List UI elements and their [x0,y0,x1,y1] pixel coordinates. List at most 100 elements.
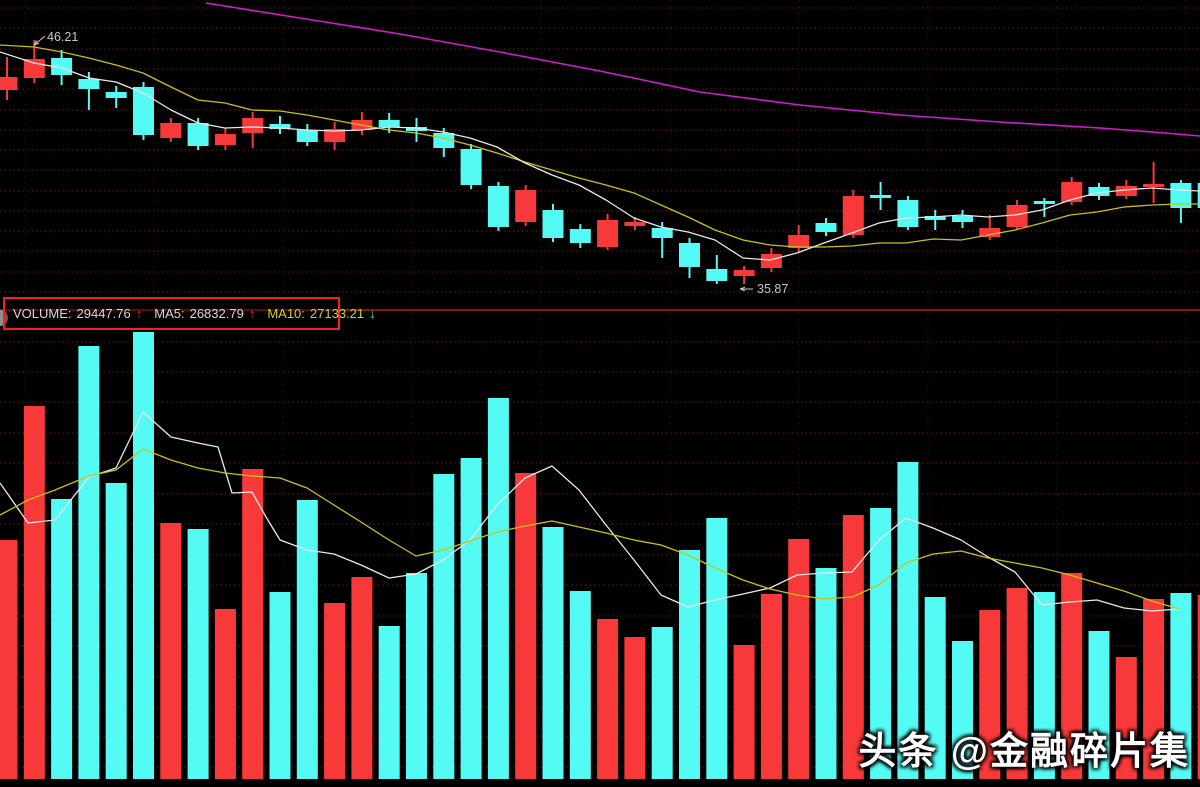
volume-bar [1197,595,1200,779]
candle-body [187,123,209,146]
price-ma10-line [0,44,1200,248]
candle-body [406,127,427,131]
ma5-value: 26832.79 [189,306,244,321]
volume-bar [1170,593,1192,779]
volume-bar [842,515,864,779]
high-annotation-arrow [33,35,46,46]
volume-bar [597,619,619,779]
volume-bar [1006,588,1028,779]
volume-ma10-line [0,448,1180,610]
volume-bar [296,500,318,779]
candle-body [733,270,755,276]
volume-bar [760,594,782,779]
candle-body [870,195,892,198]
high-annotation-label: 46.21 [47,30,78,44]
volume-bar [78,346,100,779]
volume-bar [815,568,837,779]
ma10-label: MA10: [267,306,305,321]
candle-body [51,58,73,75]
volume-indicator-panel: VOLUME: 29447.76 ↑ MA5: 26832.79 ↑ MA10:… [3,297,376,330]
volume-bar [460,458,482,779]
volume-label: VOLUME: [13,306,72,321]
volume-up-arrow-icon: ↑ [135,306,143,321]
volume-bar [0,540,18,779]
volume-bar [979,610,1001,779]
volume-ma5-line [0,411,1180,612]
ma5-up-arrow-icon: ↑ [248,306,256,321]
candle-body [679,243,700,267]
candle-body [133,87,154,135]
candle-body [706,269,728,281]
candle-body [1088,187,1110,196]
volume-bar [105,483,127,779]
candle-body [0,77,18,90]
volume-bar [214,609,236,779]
candle-body [515,190,537,222]
volume-bar [51,499,73,779]
volume-bar [1033,592,1055,779]
high-annotation-arrowhead [33,40,38,46]
volume-bar [133,332,154,779]
volume-bar [187,529,209,779]
volume-bar [433,474,455,779]
candle-body [1061,182,1083,202]
volume-bar [324,603,346,779]
candle-body [760,254,782,268]
volume-bar [569,591,591,779]
candle-body [624,222,646,226]
ma10-value: 27133.21 [309,306,365,321]
volume-bar [160,523,182,779]
candle-body [651,228,673,238]
candle-body [269,124,291,129]
candle-body [460,149,482,185]
ma5-label: MA5: [154,306,185,321]
candle-body [214,134,236,145]
low-annotation-arrowhead [739,286,746,290]
volume-bar [706,518,728,779]
volume-bar [788,539,810,779]
candle-body [105,92,127,98]
volume-bar [1088,631,1110,779]
volume-bar [269,592,291,779]
candle-body [242,118,264,133]
candle-body [815,223,837,232]
candle-body [324,129,346,142]
volume-bar [515,473,537,779]
candle-body [487,186,509,227]
volume-bar [924,597,946,779]
volume-bar [23,406,45,779]
price-ma5-line [0,51,1200,261]
candle-body [897,200,919,227]
volume-bar [733,645,755,779]
volume-bar [651,627,673,779]
volume-value: 29447.76 [76,306,131,321]
volume-bar [378,626,400,779]
volume-bar [1061,573,1083,779]
candle-body [1115,186,1137,196]
candle-body [378,120,400,127]
candle-body [569,229,591,243]
volume-bar [406,573,427,779]
volume-bar [679,550,700,779]
volume-bar [542,527,564,779]
candle-body [788,235,810,248]
volume-bar [1115,657,1137,779]
candle-body [542,210,564,238]
watermark: 头条 @金融碎片集 [858,731,1190,773]
candle-body [160,123,182,138]
candle-body [1006,205,1028,227]
candle-body [23,59,45,78]
candle-body [1033,201,1055,204]
candle-body [597,220,619,247]
volume-bar [487,398,509,779]
volume-bar [897,462,919,779]
candle-body [1143,184,1165,187]
candle-body [1197,183,1200,208]
candle-body [296,130,318,142]
candle-body [842,196,864,235]
candle-body [979,228,1001,237]
volume-bar [1143,599,1165,779]
high-annotation-arrowhead [33,42,40,46]
